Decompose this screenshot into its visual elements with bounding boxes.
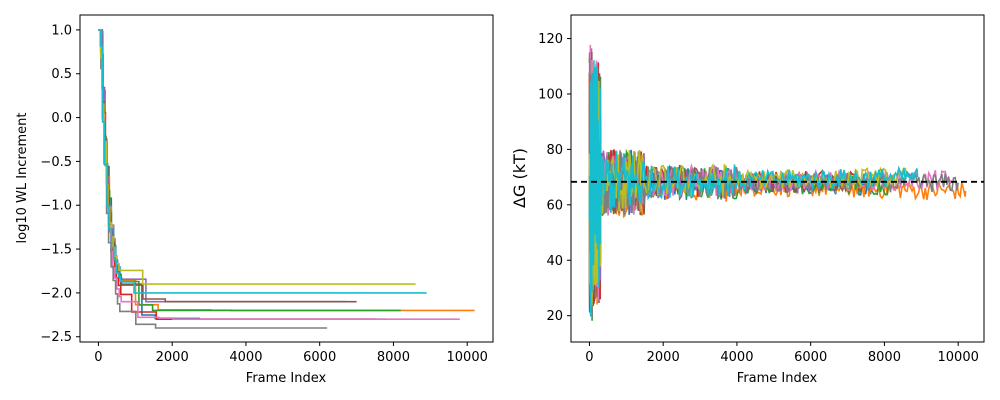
left-series-line: [98, 29, 375, 320]
left-series-line: [98, 29, 328, 329]
right-x-tick-label: 6000: [794, 350, 827, 365]
right-y-tick-label: 100: [538, 87, 563, 102]
left-panel: 0 2000 4000 6000 8000 10000 1.0 0.5 0.0 −0.5 −1.0…: [15, 14, 494, 386]
right-x-tick-label: 8000: [868, 350, 901, 365]
left-series-line: [98, 29, 416, 285]
right-series-line: [588, 60, 919, 317]
right-x-axis-label: Frame Index: [737, 371, 818, 386]
right-y-tick-label: 20: [546, 309, 563, 324]
left-x-tick-label: 4000: [229, 350, 262, 365]
left-x-tick-label: 2000: [156, 350, 189, 365]
left-series-line: [98, 29, 357, 303]
left-series-line: [98, 29, 427, 294]
left-y-tick-label: −2.0: [40, 286, 72, 301]
left-series-line: [98, 29, 387, 320]
right-x-tick-label: 4000: [720, 350, 753, 365]
left-y-tick-label: −0.5: [40, 155, 72, 170]
right-y-tick-label: 120: [538, 32, 563, 47]
left-series-line: [98, 29, 401, 312]
left-x-tick-label: 0: [94, 350, 102, 365]
right-y-tick-label: 60: [546, 198, 563, 213]
right-y-tick-label: 80: [546, 143, 563, 158]
right-series-group: [588, 44, 967, 321]
left-series-line: [98, 29, 460, 320]
left-y-tick-label: 0.0: [51, 111, 72, 126]
left-y-tick-label: −1.5: [40, 243, 72, 258]
right-x-tick-label: 10000: [938, 350, 979, 365]
left-y-tick-label: 1.0: [51, 23, 72, 38]
left-axes-frame: [79, 14, 494, 343]
left-y-axis-label: log10 WL Increment: [15, 113, 30, 244]
left-x-ticks: 0 2000 4000 6000 8000 10000: [94, 342, 488, 365]
left-series-line: [98, 29, 475, 312]
left-y-tick-label: −1.0: [40, 199, 72, 214]
right-axes-frame: [570, 14, 985, 343]
right-x-tick-label: 2000: [647, 350, 680, 365]
left-x-tick-label: 10000: [447, 350, 488, 365]
right-y-tick-label: 40: [546, 254, 563, 269]
left-y-tick-label: −2.5: [40, 330, 72, 345]
right-y-ticks: 20 40 60 80 100 120: [538, 32, 571, 324]
right-y-axis-label: ΔG (kT): [510, 148, 529, 208]
left-series-line: [98, 29, 346, 303]
right-x-ticks: 0 2000 4000 6000 8000 10000: [585, 342, 979, 365]
right-x-tick-label: 0: [585, 350, 593, 365]
left-y-tick-label: 0.5: [51, 67, 72, 82]
left-x-tick-label: 6000: [303, 350, 336, 365]
left-x-tick-label: 8000: [377, 350, 410, 365]
right-panel: 0 2000 4000 6000 8000 10000 20 40 60 80 100 120 Fr…: [510, 14, 985, 386]
left-x-axis-label: Frame Index: [246, 371, 327, 386]
left-y-ticks: 1.0 0.5 0.0 −0.5 −1.0 −1.5 −2.0 −2.5: [40, 23, 80, 345]
left-series-group: [98, 29, 475, 329]
